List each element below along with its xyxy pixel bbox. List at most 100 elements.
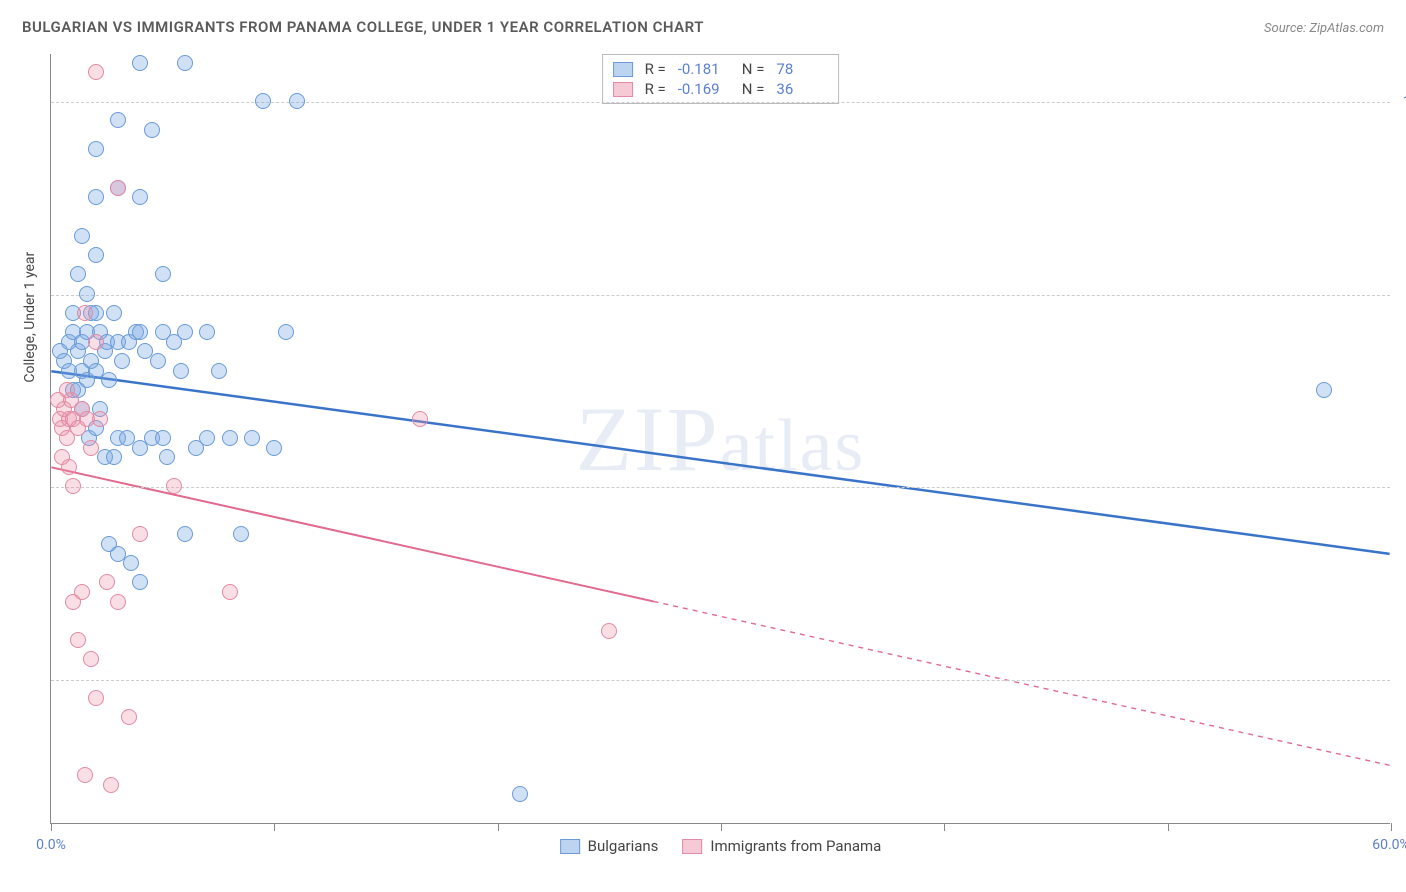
x-tick [1168,823,1169,831]
r-label: R = [645,60,666,78]
y-tick-label: 100.0% [1403,94,1406,110]
scatter-point [289,93,305,109]
scatter-point [222,584,238,600]
scatter-point [70,632,86,648]
legend-item-series-0: Bulgarians [560,837,659,855]
scatter-point [106,449,122,465]
legend-row-series-1: R = -0.169 N = 36 [613,79,829,99]
scatter-point [121,709,137,725]
scatter-point [65,478,81,494]
source-attribution: Source: ZipAtlas.com [1264,21,1384,36]
y-axis-label: College, Under 1 year [22,252,38,383]
scatter-point [110,180,126,196]
scatter-point [155,430,171,446]
scatter-point [211,363,227,379]
scatter-point [512,786,528,802]
legend-correlation-box: R = -0.181 N = 78 R = -0.169 N = 36 [602,54,840,104]
source-prefix: Source: [1264,21,1309,36]
n-label: N = [742,80,765,98]
scatter-point [74,228,90,244]
scatter-point [233,526,249,542]
series-name-1: Immigrants from Panama [710,837,881,855]
gridline-h [51,487,1390,488]
x-tick [944,823,945,831]
swatch-series-0 [560,839,580,854]
scatter-point [177,526,193,542]
scatter-point [110,594,126,610]
x-tick [721,823,722,831]
scatter-point [159,449,175,465]
scatter-point [255,93,271,109]
scatter-point [132,55,148,71]
x-tick-label: 0.0% [36,837,66,853]
trend-line-dashed [654,601,1390,765]
scatter-point [144,122,160,138]
scatter-point [88,141,104,157]
n-value-series-1: 36 [776,80,828,98]
scatter-point [79,286,95,302]
scatter-point [114,353,130,369]
scatter-point [412,411,428,427]
scatter-point [166,478,182,494]
series-name-0: Bulgarians [588,837,659,855]
scatter-point [88,189,104,205]
scatter-point [88,64,104,80]
scatter-point [222,430,238,446]
scatter-point [266,440,282,456]
scatter-point [61,459,77,475]
scatter-point [92,411,108,427]
swatch-series-1 [682,839,702,854]
scatter-point [83,440,99,456]
scatter-point [83,651,99,667]
scatter-point [77,305,93,321]
legend-row-series-0: R = -0.181 N = 78 [613,59,829,79]
r-value-series-1: -0.169 [678,80,730,98]
plot-area: ZIPatlas R = -0.181 N = 78 R = -0.169 N … [50,54,1390,824]
scatter-point [99,574,115,590]
scatter-point [88,690,104,706]
scatter-point [103,777,119,793]
x-tick [1391,823,1392,831]
swatch-series-0 [613,62,633,77]
scatter-point [77,767,93,783]
scatter-point [244,430,260,446]
scatter-point [199,324,215,340]
scatter-point [132,526,148,542]
legend-series-names: Bulgarians Immigrants from Panama [560,837,882,855]
scatter-point [173,363,189,379]
x-tick [274,823,275,831]
scatter-point [101,372,117,388]
gridline-h [51,680,1390,681]
scatter-point [199,430,215,446]
swatch-series-1 [613,82,633,97]
gridline-h [51,295,1390,296]
scatter-point [132,574,148,590]
source-name: ZipAtlas.com [1309,21,1384,36]
x-tick [51,823,52,831]
scatter-point [74,584,90,600]
r-label: R = [645,80,666,98]
trend-line-solid [51,371,1389,554]
scatter-point [123,555,139,571]
n-label: N = [742,60,765,78]
r-value-series-0: -0.181 [678,60,730,78]
scatter-point [132,189,148,205]
scatter-point [70,266,86,282]
n-value-series-0: 78 [776,60,828,78]
scatter-point [132,324,148,340]
chart-title: BULGARIAN VS IMMIGRANTS FROM PANAMA COLL… [22,18,704,36]
scatter-point [150,353,166,369]
scatter-point [1316,382,1332,398]
gridline-h [51,102,1390,103]
scatter-point [88,247,104,263]
x-tick-label: 60.0% [1372,837,1406,853]
scatter-point [177,324,193,340]
scatter-point [278,324,294,340]
legend-item-series-1: Immigrants from Panama [682,837,881,855]
scatter-point [177,55,193,71]
scatter-point [106,305,122,321]
scatter-point [601,623,617,639]
x-tick [498,823,499,831]
scatter-point [110,112,126,128]
scatter-point [155,266,171,282]
